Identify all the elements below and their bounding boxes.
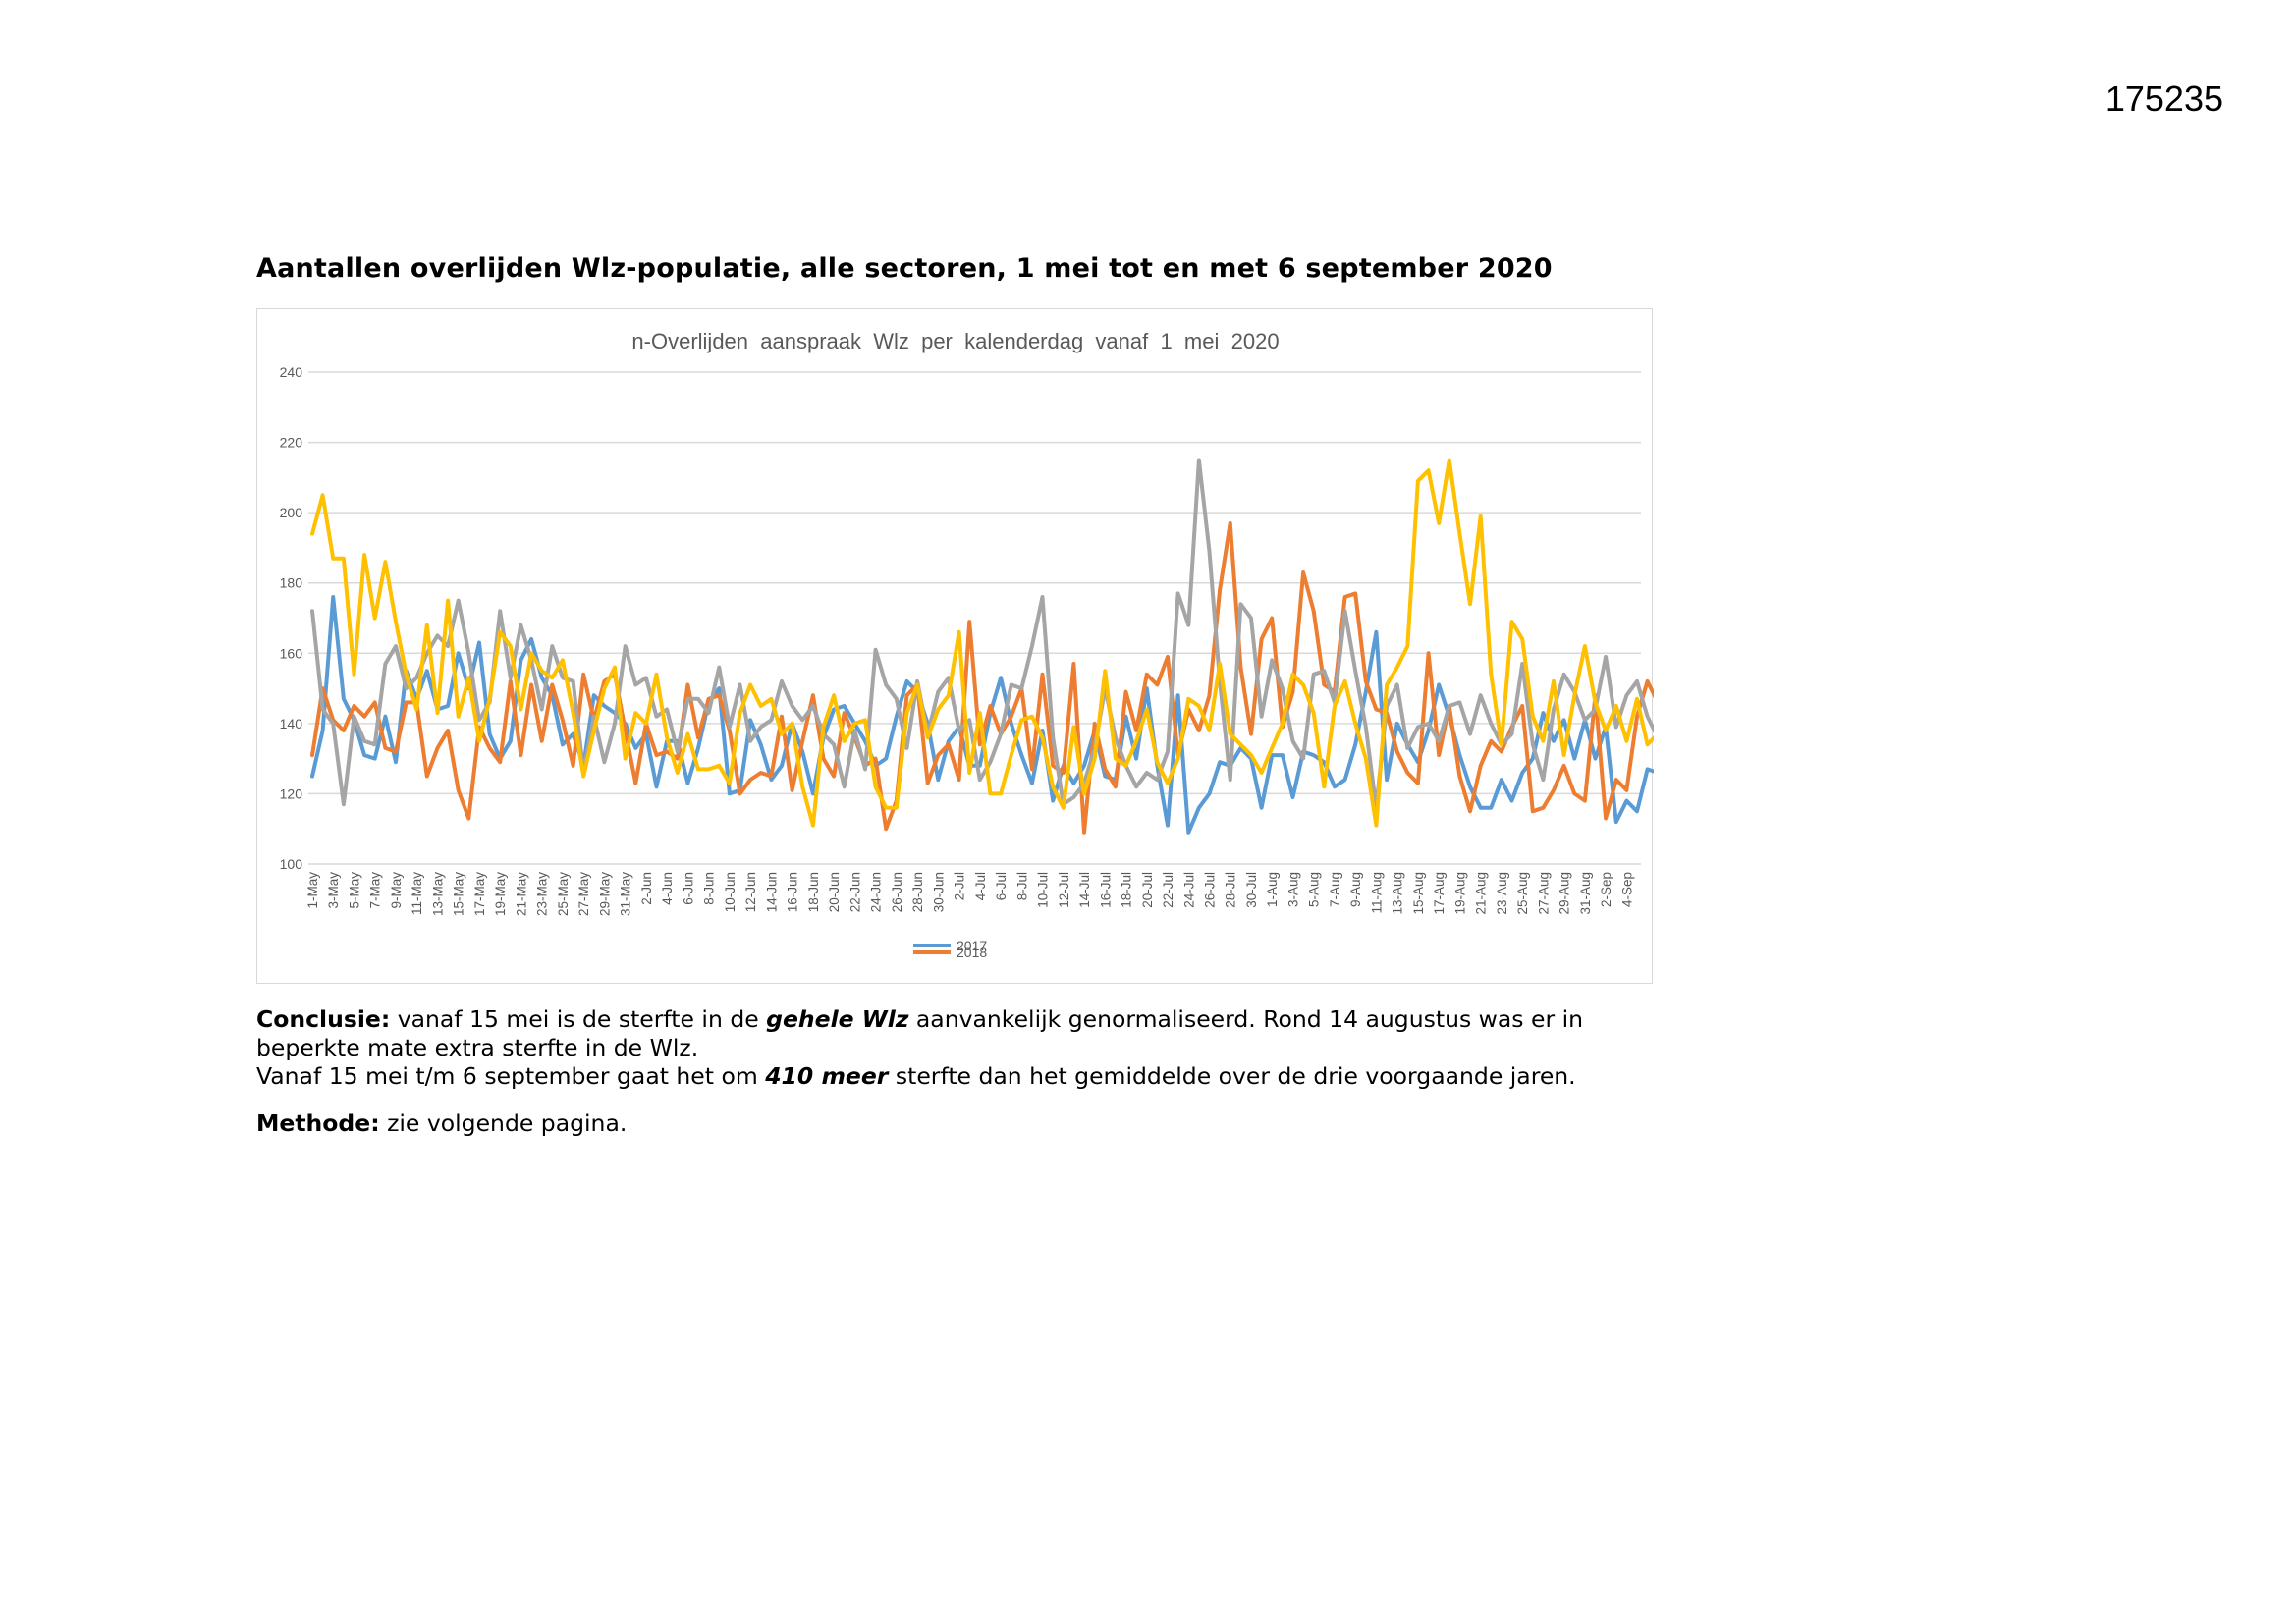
x-tick-label: 23-May <box>535 872 550 916</box>
x-tick-label: 22-Jul <box>1161 872 1175 908</box>
x-tick-label: 12-Jun <box>743 872 758 912</box>
x-tick-label: 6-Jun <box>681 872 695 905</box>
x-tick-label: 25-Aug <box>1515 872 1530 915</box>
x-tick-label: 13-May <box>430 872 445 916</box>
conclusion-paragraph: Conclusie: vanaf 15 mei is de sterfte in… <box>256 1005 1651 1091</box>
y-tick-label: 240 <box>280 364 303 380</box>
x-tick-label: 21-May <box>514 872 528 916</box>
y-tick-label: 220 <box>280 435 303 451</box>
series-line-2020 <box>310 458 1654 828</box>
x-tick-label: 22-Jun <box>847 872 862 912</box>
x-tick-label: 9-Aug <box>1348 872 1363 907</box>
x-tick-label: 9-May <box>389 872 404 909</box>
x-tick-label: 31-Aug <box>1578 872 1593 915</box>
x-tick-label: 19-Aug <box>1452 872 1467 915</box>
x-tick-label: 24-Jul <box>1181 872 1196 908</box>
y-tick-label: 140 <box>280 716 303 731</box>
series-line-2018 <box>310 520 1654 835</box>
x-tick-label: 18-Jul <box>1120 872 1134 908</box>
x-tick-label: 6-Jul <box>994 872 1009 900</box>
series-line-2019 <box>310 458 1654 810</box>
series-lines <box>310 458 1654 835</box>
x-tick-label: 29-Aug <box>1558 872 1572 915</box>
x-tick-label: 3-May <box>326 872 341 909</box>
x-tick-label: 7-May <box>368 872 383 909</box>
line-chart: n-Overlijden aanspraak Wlz per kalenderd… <box>280 329 1654 960</box>
x-tick-label: 29-May <box>597 872 612 916</box>
x-tick-label: 10-Jun <box>723 872 738 912</box>
conclusion-text-3: Vanaf 15 mei t/m 6 september gaat het om <box>256 1062 766 1090</box>
x-tick-label: 2-Jun <box>639 872 654 905</box>
x-tick-label: 1-Aug <box>1265 872 1280 907</box>
x-tick-label: 27-May <box>576 872 591 916</box>
x-tick-label: 19-May <box>493 872 508 916</box>
y-axis-tick-labels: 100 120 140 160 180 200 220 240 <box>280 364 303 872</box>
x-tick-label: 11-May <box>410 872 424 915</box>
x-tick-label: 5-Aug <box>1307 872 1322 907</box>
conclusion-text-2: aanvankelijk genormaliseerd. Rond 14 aug… <box>256 1005 1584 1061</box>
section-heading: Aantallen overlijden Wlz-populatie, alle… <box>256 253 1553 284</box>
x-tick-label: 8-Jul <box>1014 872 1029 900</box>
y-tick-label: 160 <box>280 645 303 661</box>
x-tick-label: 15-Aug <box>1411 872 1426 915</box>
methode-text: zie volgende pagina. <box>379 1110 628 1137</box>
x-tick-label: 15-May <box>452 872 466 916</box>
x-tick-label: 4-Jun <box>660 872 675 905</box>
conclusion-emphasis-1: gehele Wlz <box>766 1005 909 1033</box>
methode-paragraph: Methode: zie volgende pagina. <box>256 1110 1651 1138</box>
x-tick-label: 10-Jul <box>1036 872 1051 908</box>
y-tick-label: 180 <box>280 575 303 591</box>
x-tick-label: 4-Sep <box>1619 872 1634 907</box>
x-tick-label: 14-Jun <box>764 872 779 912</box>
x-tick-label: 26-Jun <box>890 872 904 912</box>
chart-title: n-Overlijden aanspraak Wlz per kalenderd… <box>631 329 1279 353</box>
x-tick-label: 30-Jul <box>1244 872 1259 908</box>
x-tick-label: 17-May <box>472 872 487 916</box>
x-tick-label: 28-Jul <box>1224 872 1238 908</box>
x-tick-label: 1-May <box>305 872 320 909</box>
conclusion-emphasis-2: 410 meer <box>765 1062 889 1090</box>
x-tick-label: 18-Jun <box>806 872 821 912</box>
conclusion-text-1: vanaf 15 mei is de sterfte in de <box>390 1005 767 1033</box>
document-number: 175235 <box>2105 79 2223 119</box>
gridlines <box>308 371 1641 865</box>
x-tick-label: 31-May <box>619 872 633 916</box>
x-tick-label: 30-Jun <box>931 872 946 912</box>
x-tick-label: 28-Jun <box>910 872 925 912</box>
x-tick-label: 24-Jun <box>869 872 884 912</box>
x-tick-label: 17-Aug <box>1432 872 1447 915</box>
x-tick-label: 27-Aug <box>1536 872 1551 915</box>
y-tick-label: 120 <box>280 785 303 801</box>
x-tick-label: 20-Jul <box>1140 872 1155 908</box>
x-tick-label: 11-Aug <box>1369 872 1384 914</box>
y-tick-label: 200 <box>280 505 303 520</box>
x-tick-label: 13-Aug <box>1391 872 1405 915</box>
x-tick-label: 16-Jul <box>1098 872 1113 908</box>
x-tick-label: 21-Aug <box>1474 872 1489 915</box>
x-tick-label: 4-Jul <box>973 872 988 900</box>
x-tick-label: 26-Jul <box>1202 872 1217 908</box>
methode-label: Methode: <box>256 1110 380 1137</box>
x-axis-tick-labels: 1-May 3-May 5-May 7-May 9-May 11-May 13-May 15-… <box>305 872 1634 916</box>
x-tick-label: 8-Jun <box>702 872 717 905</box>
legend-label-2017: 2017 <box>957 938 987 953</box>
x-tick-label: 2-Sep <box>1599 872 1613 907</box>
x-tick-label: 25-May <box>556 872 571 916</box>
legend-label-2018: 2018 <box>957 945 987 960</box>
x-tick-label: 20-Jun <box>827 872 842 912</box>
x-tick-label: 2-Jul <box>953 872 967 900</box>
x-tick-label: 14-Jul <box>1077 872 1092 908</box>
conclusion-text-4: sterfte dan het gemiddelde over de drie … <box>888 1062 1576 1090</box>
x-tick-label: 12-Jul <box>1057 872 1071 908</box>
y-tick-label: 100 <box>280 856 303 872</box>
x-tick-label: 16-Jun <box>786 872 800 912</box>
x-tick-label: 7-Aug <box>1328 872 1342 907</box>
x-tick-label: 5-May <box>347 872 361 909</box>
chart-container: n-Overlijden aanspraak Wlz per kalenderd… <box>256 308 1654 984</box>
conclusion-label: Conclusie: <box>256 1005 391 1033</box>
x-tick-label: 3-Aug <box>1285 872 1300 907</box>
x-tick-label: 23-Aug <box>1495 872 1509 915</box>
